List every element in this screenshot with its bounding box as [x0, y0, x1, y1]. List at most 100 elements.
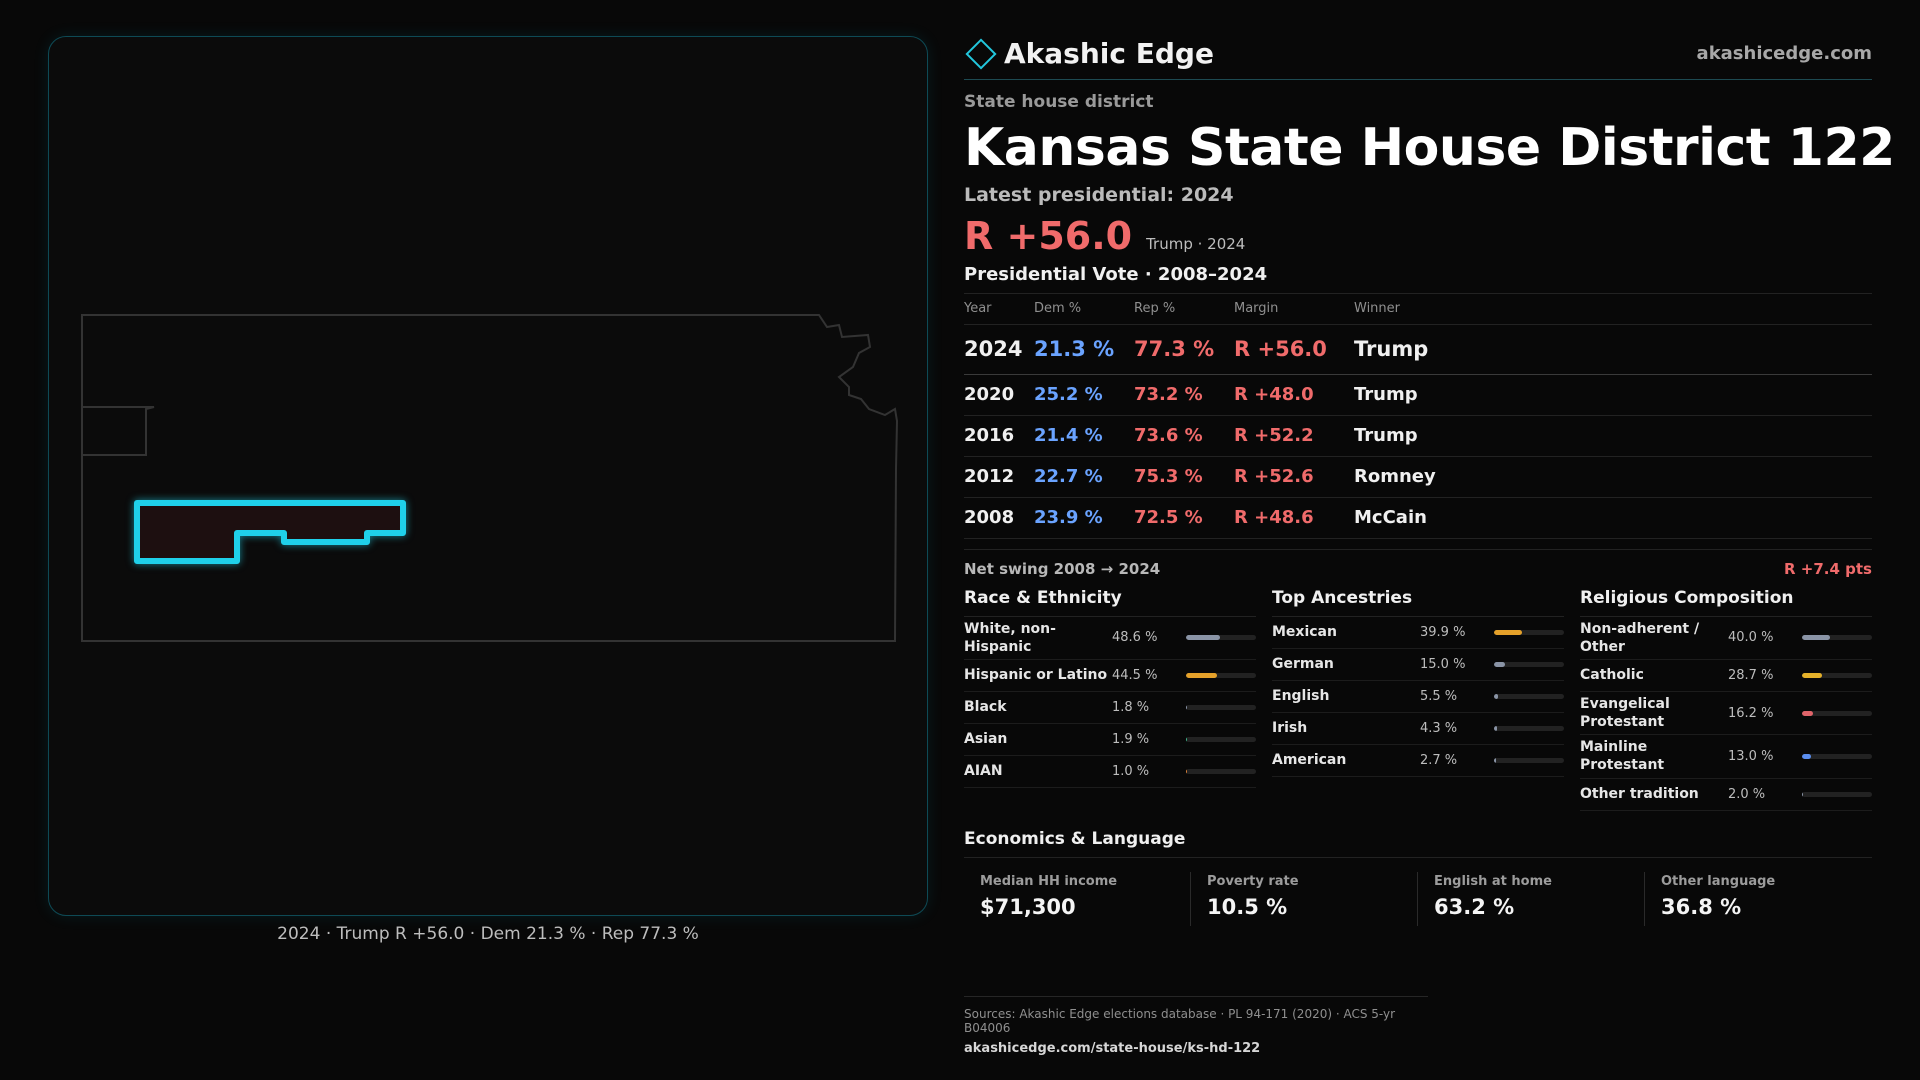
source-link[interactable]: akashicedge.com/state-house/ks-hd-122 — [964, 1041, 1261, 1056]
item-bar — [1186, 635, 1256, 641]
item-value: 4.3 % — [1420, 720, 1458, 736]
item-bar — [1494, 629, 1564, 635]
row-margin: R +52.2 — [1234, 415, 1354, 457]
row-winner: Romney — [1354, 456, 1872, 498]
list-item: Irish 4.3 % — [1272, 713, 1564, 745]
race-ethnicity-panel: Race & Ethnicity White, non-Hispanic 48.6… — [964, 588, 1256, 811]
sources-footer: Sources: Akashic Edge elections database… — [964, 996, 1428, 1056]
list-item: Asian 1.9 % — [964, 724, 1256, 756]
list-item: Other tradition 2.0 % — [1580, 779, 1872, 811]
item-value: 1.0 % — [1112, 763, 1150, 779]
item-value: 40.0 % — [1728, 630, 1774, 646]
item-bar-fill — [1802, 791, 1804, 797]
table-header-row: Year Dem % Rep % Margin Winner — [964, 294, 1872, 325]
item-bar-fill — [1802, 753, 1812, 759]
item-bar-fill — [1802, 710, 1814, 716]
row-margin: R +52.6 — [1234, 456, 1354, 498]
row-winner: Trump — [1354, 324, 1872, 375]
item-bar-fill — [1494, 725, 1497, 731]
stat-value: $71,300 — [980, 894, 1076, 919]
demographics: Race & Ethnicity White, non-Hispanic 48.6… — [964, 588, 1872, 811]
row-year: 2008 — [964, 497, 1034, 539]
row-rep: 75.3 % — [1134, 456, 1234, 498]
county-outline — [82, 406, 155, 456]
page-title: Kansas State House District 122 — [964, 118, 1895, 178]
stat-card: English at home 63.2 % — [1418, 871, 1645, 926]
district-shape[interactable] — [134, 500, 406, 564]
list-item: Evangelical Protestant 16.2 % — [1580, 692, 1872, 736]
sources-line: Sources: Akashic Edge elections database… — [964, 1007, 1396, 1035]
item-bar-fill — [1186, 672, 1218, 678]
margin-note: Trump · 2024 — [1146, 235, 1246, 253]
item-bar — [1186, 736, 1256, 742]
row-year: 2016 — [964, 415, 1034, 457]
item-bar — [1494, 661, 1564, 667]
list-item: Hispanic or Latino 44.5 % — [964, 660, 1256, 692]
stat-value: 63.2 % — [1434, 894, 1515, 919]
item-label: Mexican — [1272, 623, 1337, 640]
col-dem: Dem % — [1034, 294, 1134, 325]
religious-composition-title: Religious Composition — [1580, 588, 1872, 617]
table-row: 2008 23.9 % 72.5 % R +48.6 McCain — [964, 497, 1872, 539]
item-bar-fill — [1186, 736, 1188, 742]
col-rep: Rep % — [1134, 294, 1234, 325]
row-margin: R +48.0 — [1234, 374, 1354, 416]
presidential-vote-table: Year Dem % Rep % Margin Winner 2024 21.3… — [964, 294, 1872, 539]
list-item: Mainline Protestant 13.0 % — [1580, 735, 1872, 779]
row-winner: Trump — [1354, 415, 1872, 457]
stat-label: English at home — [1434, 873, 1552, 889]
row-rep: 77.3 % — [1134, 324, 1234, 375]
item-value: 15.0 % — [1420, 656, 1466, 672]
item-bar — [1186, 768, 1256, 774]
item-bar-fill — [1494, 629, 1522, 635]
stat-label: Median HH income — [980, 873, 1118, 889]
item-bar-fill — [1494, 693, 1498, 699]
list-item: White, non-Hispanic 48.6 % — [964, 617, 1256, 660]
stat-card: Other language 36.8 % — [1645, 872, 1872, 926]
item-bar — [1802, 672, 1872, 678]
brand-name[interactable]: Akashic Edge — [1004, 37, 1214, 70]
item-value: 13.0 % — [1728, 748, 1774, 764]
map-caption: 2024 · Trump R +56.0 · Dem 21.3 % · Rep … — [277, 924, 699, 944]
stat-value: 36.8 % — [1661, 894, 1742, 919]
row-winner: Trump — [1354, 374, 1872, 416]
table-row: 2024 21.3 % 77.3 % R +56.0 Trump — [964, 324, 1872, 375]
details-panel: Akashic Edge akashicedge.com State house… — [964, 36, 1895, 926]
item-bar-fill — [1186, 635, 1221, 641]
row-margin: R +48.6 — [1234, 497, 1354, 539]
net-swing: Net swing 2008 → 2024 R +7.4 pts — [964, 548, 1872, 578]
row-dem: 21.4 % — [1034, 415, 1134, 457]
item-bar — [1802, 635, 1872, 641]
item-value: 44.5 % — [1112, 667, 1158, 683]
stat-label: Poverty rate — [1207, 873, 1299, 889]
stat-value: 10.5 % — [1207, 894, 1288, 919]
item-label: Evangelical Protestant — [1580, 695, 1670, 731]
item-value: 16.2 % — [1728, 705, 1774, 721]
race-ethnicity-title: Race & Ethnicity — [964, 588, 1256, 617]
item-label: AIAN — [964, 763, 1003, 780]
table-row: 2016 21.4 % 73.6 % R +52.2 Trump — [964, 415, 1872, 457]
map-panel[interactable] — [48, 36, 928, 916]
col-year: Year — [964, 294, 1034, 325]
item-value: 2.7 % — [1420, 752, 1458, 768]
item-label: American — [1272, 751, 1347, 768]
item-bar — [1802, 710, 1872, 716]
col-margin: Margin — [1234, 294, 1354, 325]
item-bar — [1186, 704, 1256, 710]
diamond-outline-icon — [965, 37, 997, 70]
item-label: White, non-Hispanic — [964, 620, 1056, 655]
item-label: Catholic — [1580, 667, 1644, 684]
list-item: American 2.7 % — [1272, 745, 1564, 777]
site-url[interactable]: akashicedge.com — [1696, 43, 1872, 64]
stat-card: Median HH income $71,300 — [964, 871, 1191, 926]
district-map[interactable] — [49, 37, 929, 917]
list-item: AIAN 1.0 % — [964, 756, 1256, 788]
item-bar-fill — [1186, 704, 1188, 710]
row-dem: 23.9 % — [1034, 497, 1134, 539]
list-item: Mexican 39.9 % — [1272, 617, 1564, 649]
list-item: Catholic 28.7 % — [1580, 660, 1872, 692]
item-bar — [1802, 791, 1872, 797]
stat-card: Poverty rate 10.5 % — [1191, 871, 1418, 926]
item-label: Mainline Protestant — [1580, 739, 1665, 774]
margin-value: R +56.0 — [964, 214, 1133, 258]
